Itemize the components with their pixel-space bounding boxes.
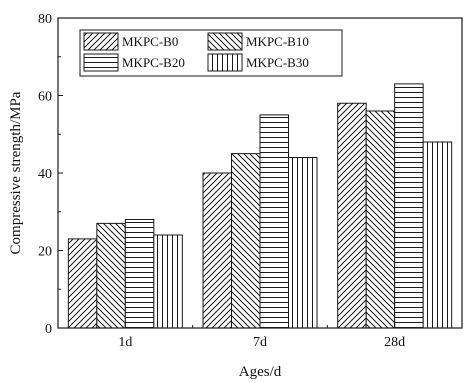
x-axis-title: Ages/d	[239, 364, 282, 380]
y-tick-label: 80	[38, 12, 52, 27]
x-axis: 1d 7d 28d	[118, 323, 405, 350]
legend: MKPC-B0 MKPC-B10 MKPC-B20 MKPC-B30	[79, 29, 343, 77]
legend-label-mkpc-b10: MKPC-B10	[246, 34, 309, 49]
y-tick-label: 0	[45, 322, 52, 337]
legend-swatch-mkpc-b30	[207, 53, 243, 72]
y-tick-label: 40	[38, 167, 52, 182]
legend-swatch-mkpc-b10	[207, 32, 243, 51]
bar-mkpc-b20-28d	[394, 83, 424, 329]
bar-mkpc-b30-1d	[153, 234, 183, 329]
bar-mkpc-b20-1d	[124, 219, 155, 329]
bar-mkpc-b0-7d	[202, 172, 232, 329]
x-tick-label-28d: 28d	[384, 335, 405, 350]
bar-mkpc-b10-28d	[365, 110, 396, 329]
bar-mkpc-b0-1d	[67, 238, 98, 329]
bar-mkpc-b30-28d	[422, 141, 453, 329]
y-axis: 0 20 40 60 80	[38, 12, 63, 337]
legend-swatch-mkpc-b20	[83, 53, 119, 72]
bar-mkpc-b0-28d	[337, 102, 367, 329]
legend-swatch-mkpc-b0	[83, 32, 119, 51]
bar-mkpc-b20-7d	[259, 114, 289, 329]
bar-mkpc-b30-7d	[288, 157, 318, 329]
x-tick-label-7d: 7d	[253, 335, 267, 350]
bar-mkpc-b10-1d	[96, 222, 126, 329]
y-axis-title: Compressive strength/MPa	[8, 91, 24, 254]
y-tick-label: 20	[38, 245, 52, 260]
legend-label-mkpc-b20: MKPC-B20	[122, 55, 185, 70]
legend-label-mkpc-b0: MKPC-B0	[122, 34, 178, 49]
bars-layer	[67, 83, 453, 329]
y-tick-label: 60	[38, 90, 52, 105]
bar-mkpc-b10-7d	[231, 153, 261, 329]
x-tick-label-1d: 1d	[118, 335, 132, 350]
legend-label-mkpc-b30: MKPC-B30	[246, 55, 309, 70]
